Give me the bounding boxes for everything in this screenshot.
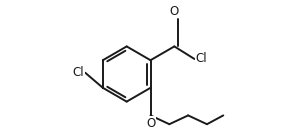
Text: O: O [170,5,179,18]
Text: Cl: Cl [73,66,84,79]
Text: O: O [146,117,155,130]
Text: Cl: Cl [196,52,207,65]
